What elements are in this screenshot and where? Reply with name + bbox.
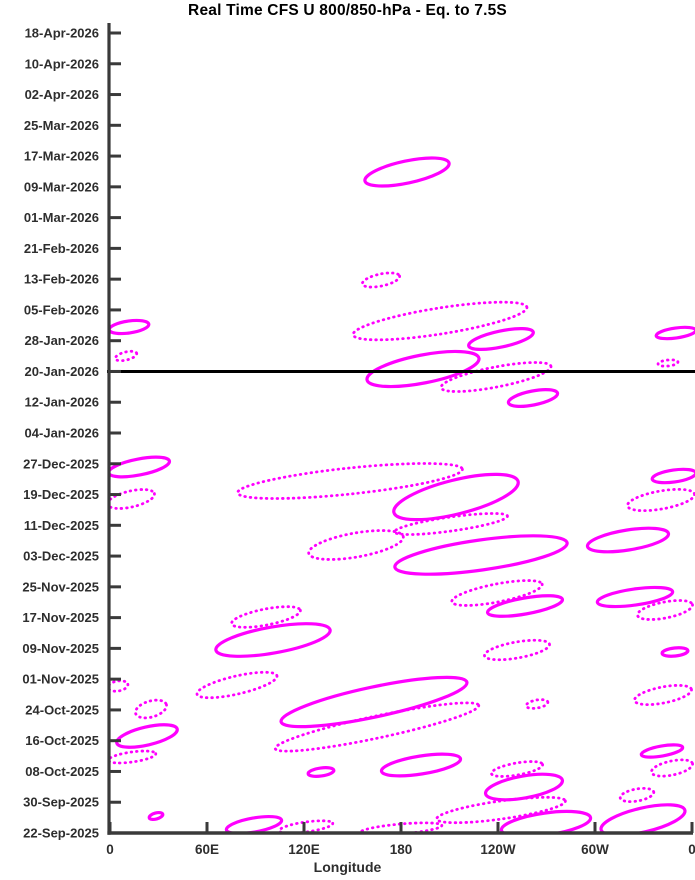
contour-solid	[485, 594, 565, 618]
contour-solid	[147, 810, 165, 822]
contour-dotted	[307, 529, 405, 561]
x-tick-label: 120E	[288, 842, 320, 857]
contour-dotted	[450, 579, 544, 607]
contour-solid	[585, 526, 671, 554]
contour-dotted	[636, 599, 694, 621]
y-tick-label: 11-Dec-2025	[24, 518, 99, 533]
contour-dotted	[393, 512, 509, 536]
y-tick-label: 19-Dec-2025	[23, 487, 99, 502]
y-tick-label: 17-Mar-2026	[24, 149, 99, 164]
y-tick-label: 18-Apr-2026	[25, 26, 99, 41]
y-tick-label: 16-Oct-2025	[25, 733, 99, 748]
contour-solid	[660, 646, 690, 658]
contour-dotted	[108, 679, 130, 693]
contour-dotted	[113, 349, 139, 363]
y-tick-label: 05-Feb-2026	[24, 302, 99, 317]
contour-solid	[467, 326, 535, 352]
contour-solid	[379, 752, 463, 778]
y-tick-label: 08-Oct-2025	[25, 764, 99, 779]
y-tick-label: 24-Oct-2025	[25, 702, 99, 717]
contour-solid	[595, 585, 675, 609]
contour-dotted	[626, 487, 695, 513]
contour-dotted	[650, 758, 694, 778]
contour-solid	[306, 766, 336, 778]
contour-dotted	[230, 605, 302, 629]
contour-solid	[108, 455, 172, 479]
y-tick-label: 09-Nov-2025	[22, 641, 99, 656]
x-tick-label: 0	[688, 842, 695, 857]
y-tick-label: 13-Feb-2026	[24, 272, 99, 287]
y-tick-label: 09-Mar-2026	[24, 179, 99, 194]
contour-dotted	[134, 698, 168, 720]
x-axis-label: Longitude	[313, 859, 382, 875]
contour-dotted	[195, 670, 279, 700]
contour-dotted	[656, 358, 680, 368]
contour-solid	[639, 743, 685, 759]
y-tick-label: 25-Nov-2025	[22, 579, 99, 594]
contour-solid	[214, 622, 332, 658]
x-tick-label: 0	[106, 842, 114, 857]
contour-dotted	[618, 786, 656, 804]
contour-dotted	[524, 698, 550, 710]
y-tick-label: 30-Sep-2025	[23, 795, 99, 810]
y-tick-label: 01-Mar-2026	[24, 210, 99, 225]
contour-solid	[650, 467, 695, 485]
contour-solid	[599, 803, 687, 833]
x-tick-label: 60W	[581, 842, 609, 857]
contour-dotted	[435, 795, 567, 825]
y-tick-label: 03-Dec-2025	[23, 549, 99, 564]
contour-solid	[654, 325, 695, 341]
contour-solid	[506, 388, 560, 408]
contour-dotted	[108, 488, 156, 510]
x-tick-label: 120W	[480, 842, 516, 857]
contour-dotted	[633, 683, 693, 707]
y-tick-label: 02-Apr-2026	[25, 87, 99, 102]
contour-dotted	[483, 638, 551, 662]
contour-layer	[108, 156, 695, 833]
y-tick-label: 21-Feb-2026	[24, 241, 99, 256]
contour-dotted	[273, 701, 481, 753]
contour-solid	[392, 472, 520, 522]
contour-dotted	[236, 462, 464, 500]
y-tick-label: 10-Apr-2026	[25, 56, 99, 71]
chart-title: Real Time CFS U 800/850-hPa - Eq. to 7.5…	[188, 2, 507, 19]
y-tick-label: 20-Jan-2026	[25, 364, 99, 379]
contour-solid	[279, 675, 469, 729]
y-tick-label: 01-Nov-2025	[22, 672, 99, 687]
x-tick-label: 180	[390, 842, 413, 857]
y-tick-label: 27-Dec-2025	[23, 456, 99, 471]
y-tick-label: 12-Jan-2026	[25, 395, 99, 410]
y-tick-label: 25-Mar-2026	[24, 118, 99, 133]
contour-solid	[365, 349, 481, 389]
contour-solid	[393, 534, 569, 576]
contour-dotted	[439, 361, 553, 393]
y-tick-label: 04-Jan-2026	[25, 426, 99, 441]
contour-dotted	[489, 760, 545, 778]
contour-solid	[499, 809, 593, 833]
contour-solid	[363, 156, 451, 188]
y-tick-label: 22-Sep-2025	[23, 826, 99, 841]
x-tick-label: 60E	[195, 842, 219, 857]
y-tick-label: 28-Jan-2026	[25, 333, 99, 348]
contour-dotted	[351, 300, 529, 342]
contour-dotted	[108, 749, 158, 765]
contour-solid	[108, 318, 151, 336]
contour-dotted	[360, 271, 402, 289]
contour-solid	[115, 723, 179, 749]
y-tick-label: 17-Nov-2025	[22, 610, 99, 625]
